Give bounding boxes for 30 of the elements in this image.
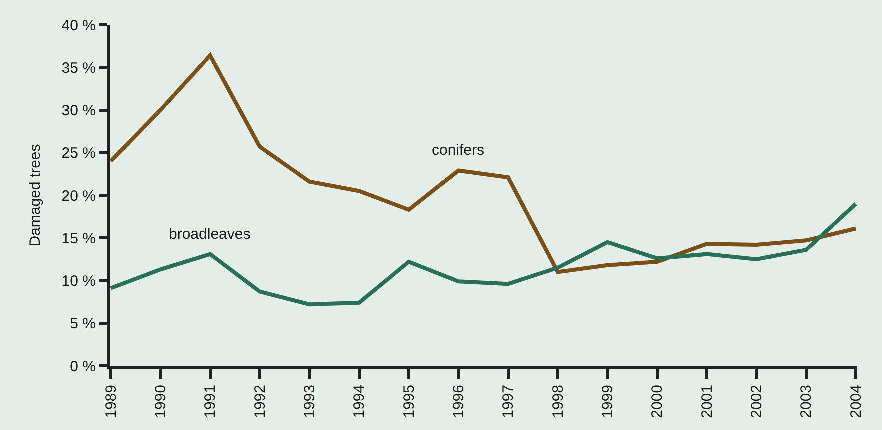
x-tick-label: 1999 [600,385,617,418]
x-tick-label: 2002 [748,385,766,418]
y-axis-title: Damaged trees [27,144,44,247]
x-tick-label: 1997 [500,385,518,418]
x-tick-label: 1991 [202,385,220,418]
x-tick-label: 1998 [550,385,567,418]
y-tick-label: 40 % [62,17,96,34]
series-label: conifers [432,142,485,159]
y-tick-label: 30 % [62,102,96,120]
x-tick-label: 1992 [252,385,269,418]
x-tick-label: 1993 [302,385,319,418]
x-tick-label: 1995 [400,385,418,418]
y-tick-label: 10 % [62,273,96,290]
y-tick-label: 25 % [62,145,96,162]
x-tick-label: 1990 [152,385,170,418]
series-label: broadleaves [169,226,251,243]
line-series [110,202,857,307]
y-tick-label: 0 % [70,358,96,376]
x-tick-label: 2001 [698,385,716,418]
x-tick-label: 1996 [450,385,468,418]
y-tick-label: 20 % [62,188,96,205]
x-tick-label: 2000 [649,385,666,418]
x-tick-label: 1989 [102,385,120,418]
line-series [110,54,857,274]
y-tick-label: 15 % [62,230,96,248]
x-tick-label: 2004 [848,385,865,418]
y-tick-label: 35 % [62,60,96,77]
y-tick-label: 5 % [70,316,96,333]
x-tick-label: 2003 [798,385,816,418]
x-tick-label: 1994 [351,385,368,418]
